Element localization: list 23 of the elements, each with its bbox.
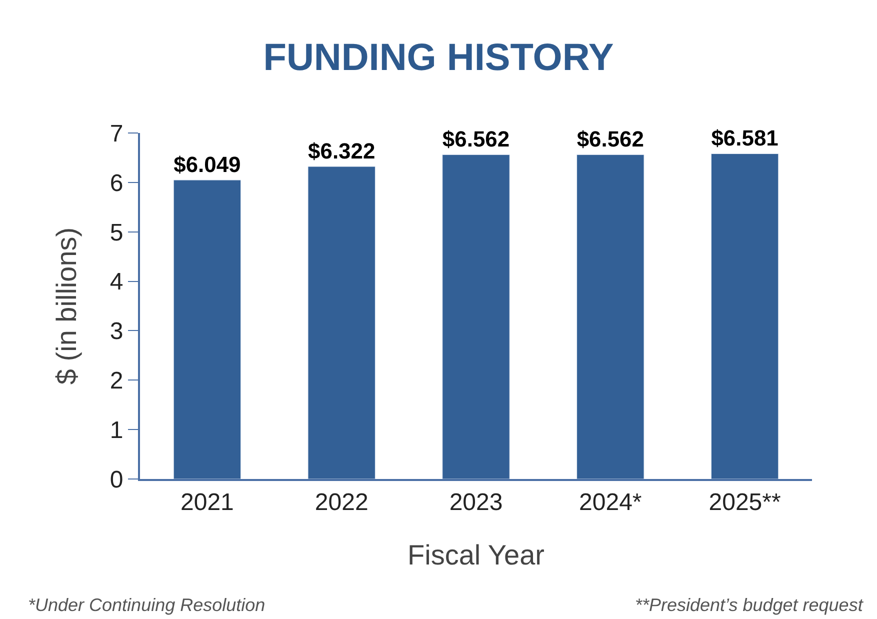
x-tick-label: 2023: [449, 488, 503, 516]
y-tick-label: 0: [110, 466, 124, 494]
chart-title: FUNDING HISTORY: [263, 36, 614, 79]
text: **President’s budget request: [635, 595, 864, 615]
y-axis-title: $ (in billions): [51, 227, 82, 385]
data-label: $6.562: [576, 126, 644, 152]
y-tick-label: 6: [110, 170, 124, 197]
x-tick-label: 2022: [314, 488, 368, 516]
y-tick-label: 7: [110, 120, 124, 148]
y-tick-label: 1: [110, 416, 124, 444]
x-tick-label: 2025**: [708, 488, 781, 516]
y-tick-label: 2: [110, 368, 124, 395]
x-tick-label: 2021: [180, 488, 234, 516]
y-tick-label: 3: [110, 318, 124, 346]
data-label: $6.562: [442, 126, 510, 152]
x-tick-label: 2024*: [579, 488, 642, 516]
data-label: $6.322: [308, 138, 376, 164]
y-tick-label: 4: [110, 268, 124, 296]
data-label: $6.049: [174, 152, 241, 178]
text: *Under Continuing Resolution: [28, 595, 266, 615]
data-label: $6.581: [711, 126, 778, 151]
x-axis-title: Fiscal Year: [408, 539, 544, 570]
y-tick-label: 5: [110, 219, 124, 246]
